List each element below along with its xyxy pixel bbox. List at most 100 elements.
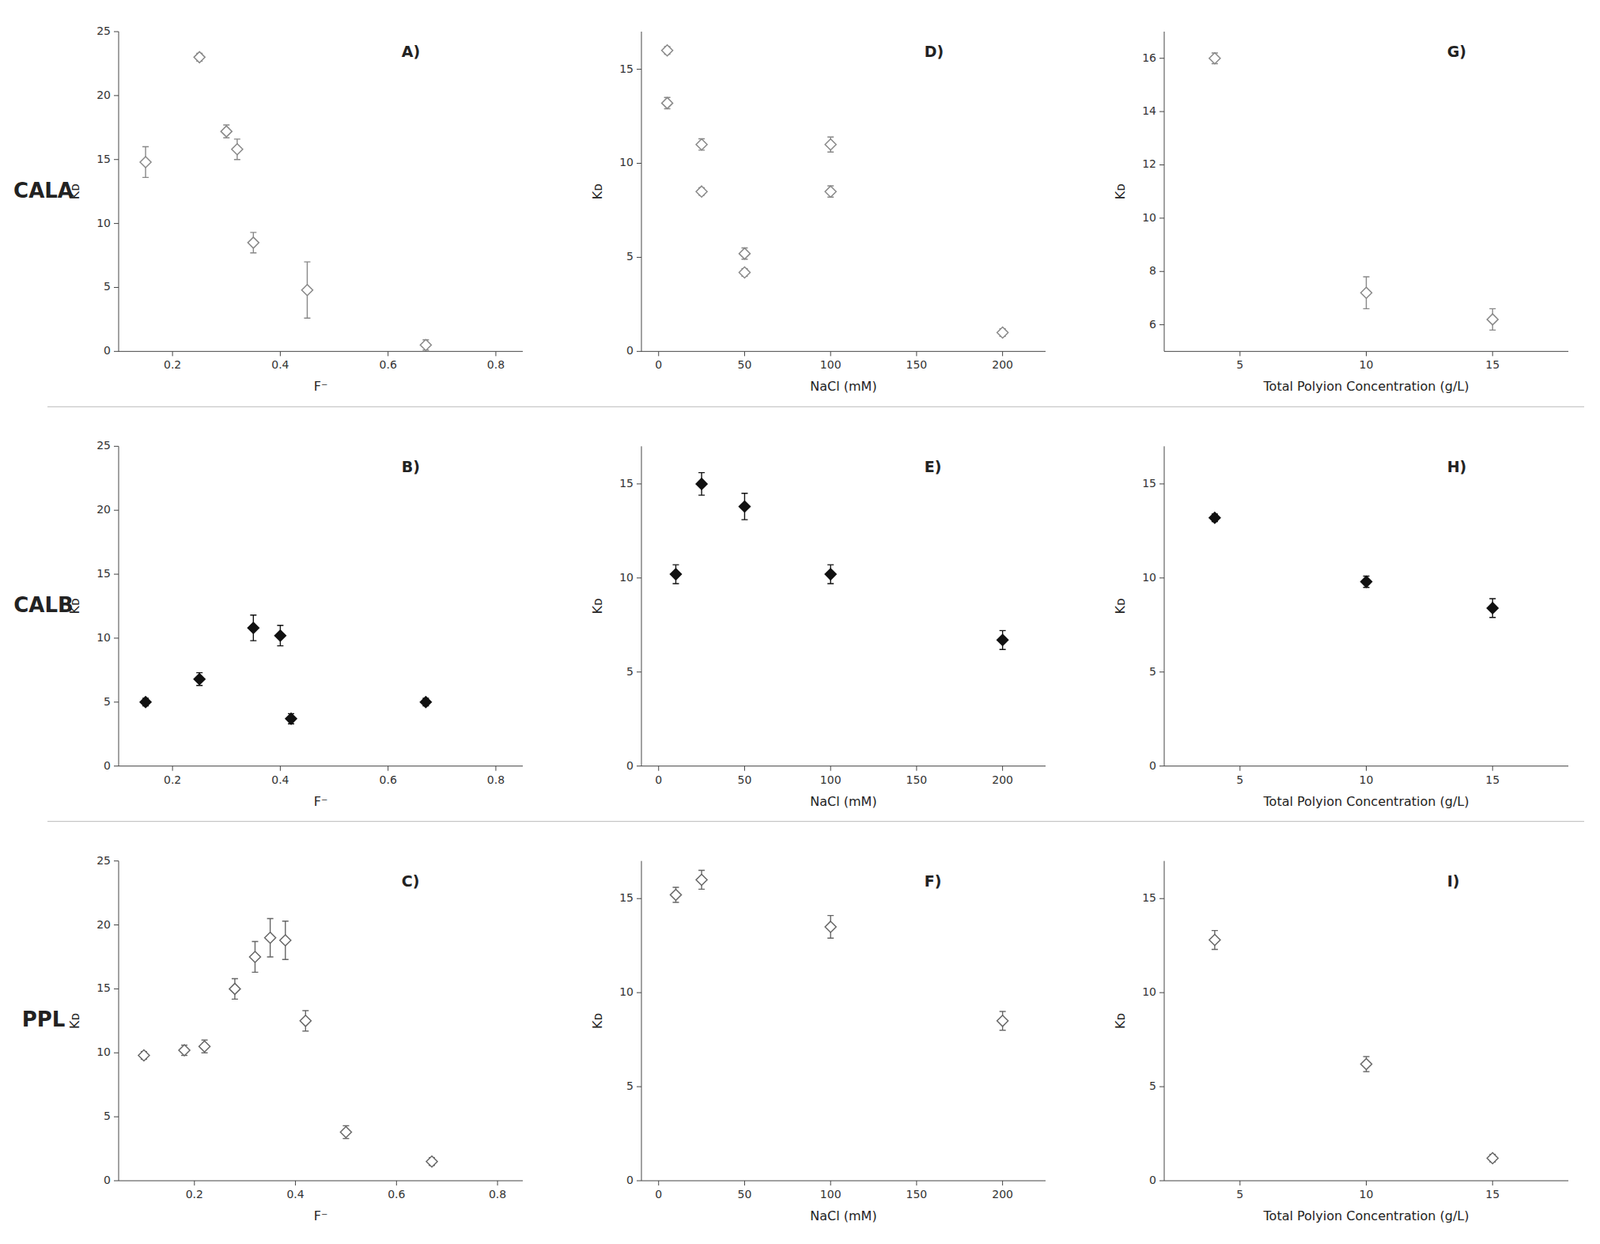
x-tick-label: 5 xyxy=(1236,1187,1244,1201)
x-tick xyxy=(495,351,496,356)
error-bar-cap xyxy=(267,918,274,920)
x-tick-label: 0.8 xyxy=(487,773,505,787)
y-tick-label: 5 xyxy=(1149,1079,1157,1093)
x-axis-label: NaCl (mM) xyxy=(809,378,877,394)
error-bar-cap xyxy=(249,614,257,616)
point xyxy=(738,248,750,260)
y-tick xyxy=(636,257,642,258)
point xyxy=(695,185,708,197)
y-axis-label: Kᴅ xyxy=(590,183,606,200)
x-tick-label: 0 xyxy=(654,773,662,787)
point xyxy=(249,951,261,963)
y-tick-label: 20 xyxy=(96,503,111,516)
y-axis-line xyxy=(118,446,120,766)
error-bar-cap xyxy=(827,937,834,939)
error-bar-cap xyxy=(1489,308,1496,310)
point xyxy=(1361,576,1373,588)
error-bar-cap xyxy=(1211,949,1218,950)
plot-area xyxy=(1209,52,1498,331)
y-tick-label: 5 xyxy=(626,665,634,678)
x-tick xyxy=(1492,766,1494,772)
panel: 51015051015Total Polyion Concentration (… xyxy=(1112,861,1569,1224)
x-tick xyxy=(915,766,917,772)
panel: CALA0.20.40.60.80510152025F⁻KᴅA) xyxy=(13,24,523,394)
y-tick xyxy=(113,287,119,288)
error-bar-cap xyxy=(302,1009,309,1011)
y-axis-label: Kᴅ xyxy=(1112,1013,1128,1029)
y-tick-label: 5 xyxy=(626,1079,634,1093)
point xyxy=(301,284,313,296)
error-bar-cap xyxy=(249,231,257,233)
plot-area xyxy=(1209,512,1498,618)
error-bar-cap xyxy=(234,158,241,160)
y-tick xyxy=(1159,271,1165,273)
error-bar-cap xyxy=(267,956,274,957)
y-tick-label: 15 xyxy=(619,62,634,76)
row-label: CALA xyxy=(13,178,74,203)
panel: 050100150200051015NaCl (mM)KᴅE) xyxy=(590,446,1046,809)
error-bar-cap xyxy=(827,151,834,153)
point xyxy=(274,630,286,642)
y-tick-label: 0 xyxy=(626,1173,634,1187)
y-tick-label: 15 xyxy=(96,152,111,166)
point xyxy=(824,568,836,580)
error-bar-cap xyxy=(672,563,679,565)
x-tick xyxy=(387,351,389,356)
row-label: PPL xyxy=(22,1007,66,1032)
x-tick xyxy=(193,1180,195,1186)
y-axis-line xyxy=(118,861,120,1181)
row-label: CALB xyxy=(13,593,74,617)
point xyxy=(1486,602,1498,614)
x-tick xyxy=(744,1180,746,1186)
x-tick-label: 100 xyxy=(820,358,842,371)
point xyxy=(138,1050,150,1062)
x-tick xyxy=(295,1180,296,1186)
y-tick xyxy=(113,988,119,990)
y-tick-label: 8 xyxy=(1149,264,1157,277)
point xyxy=(738,500,750,512)
y-tick xyxy=(1159,671,1165,673)
y-tick xyxy=(1159,57,1165,59)
y-tick xyxy=(113,701,119,703)
error-bar-cap xyxy=(276,624,284,626)
figure: CALA0.20.40.60.80510152025F⁻KᴅA)05010015… xyxy=(0,0,1600,1244)
y-tick-label: 12 xyxy=(1142,157,1157,171)
x-tick xyxy=(387,766,389,772)
panel-label: G) xyxy=(1447,42,1467,61)
error-bar-cap xyxy=(1489,329,1496,331)
y-tick xyxy=(113,637,119,639)
x-tick xyxy=(279,766,281,772)
y-tick xyxy=(113,574,119,575)
x-tick xyxy=(1239,351,1241,356)
y-axis-label: Kᴅ xyxy=(67,183,83,200)
point xyxy=(139,696,152,708)
y-tick xyxy=(113,446,119,447)
x-tick xyxy=(744,766,746,772)
x-tick xyxy=(744,351,746,356)
x-tick-label: 0.6 xyxy=(379,358,398,371)
panel-label: C) xyxy=(401,872,420,890)
y-tick xyxy=(1159,1180,1165,1182)
y-tick-label: 15 xyxy=(619,476,634,490)
y-tick xyxy=(1159,164,1165,166)
x-tick-label: 200 xyxy=(991,1187,1014,1201)
error-bar-cap xyxy=(672,582,679,584)
y-tick-label: 10 xyxy=(619,571,634,584)
x-tick xyxy=(1002,351,1003,356)
x-tick-label: 15 xyxy=(1485,1187,1500,1201)
y-tick xyxy=(636,765,642,767)
y-tick-label: 14 xyxy=(1142,104,1157,118)
y-tick xyxy=(636,483,642,485)
x-tick xyxy=(658,766,659,772)
y-tick-label: 5 xyxy=(103,695,111,708)
y-tick xyxy=(113,223,119,224)
panel: 050100150200051015NaCl (mM)KᴅF) xyxy=(590,861,1046,1224)
error-bar-cap xyxy=(231,978,239,980)
y-tick-label: 20 xyxy=(96,918,111,931)
x-axis-line xyxy=(641,351,1046,352)
x-tick xyxy=(172,766,174,772)
error-bar-cap xyxy=(698,472,705,473)
x-tick-label: 50 xyxy=(737,358,753,371)
error-bar-cap xyxy=(1489,597,1496,599)
point xyxy=(1209,934,1221,946)
